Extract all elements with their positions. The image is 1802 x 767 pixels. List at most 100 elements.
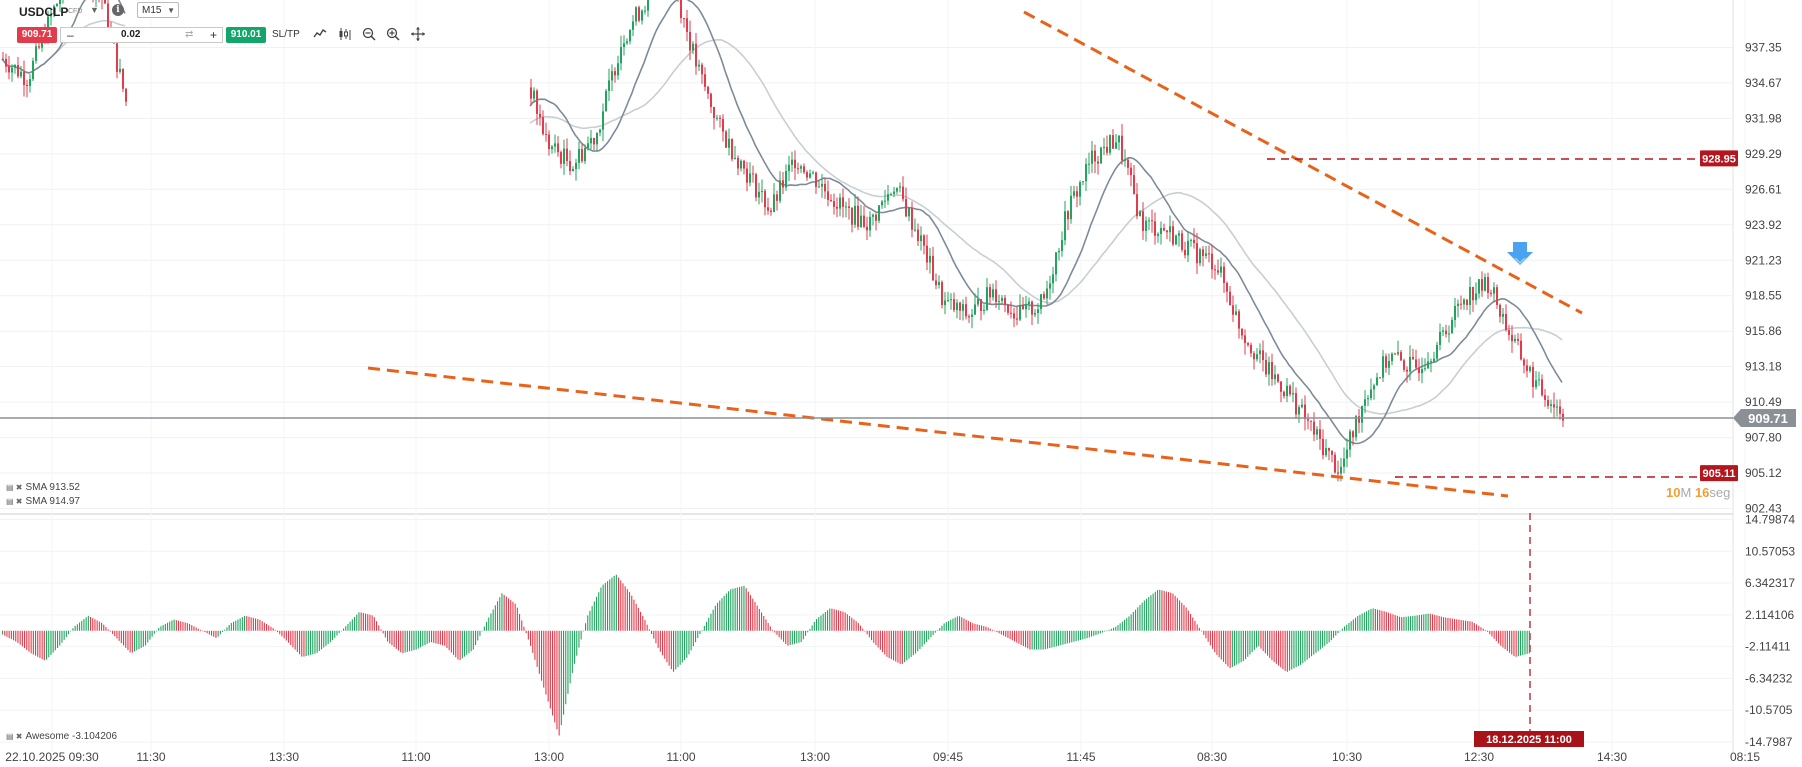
ao-bar <box>255 618 257 631</box>
trendlines <box>367 10 1583 498</box>
ao-bar <box>1421 614 1423 631</box>
candle-body <box>1340 466 1342 474</box>
sltp-button[interactable]: SL/TP <box>272 29 300 40</box>
ao-bar <box>171 620 173 631</box>
ao-bar <box>1412 615 1414 631</box>
timeframe-select[interactable]: M15 ▼ <box>137 2 179 18</box>
ao-bar <box>1225 630 1227 665</box>
candle-body <box>1514 338 1516 342</box>
crosshair-icon[interactable] <box>410 27 426 43</box>
candle-body <box>1238 311 1240 329</box>
candle-body <box>1436 344 1438 359</box>
price-tick-label: 913.18 <box>1745 360 1782 374</box>
candle-body <box>686 18 688 32</box>
ao-bar <box>1022 630 1024 647</box>
ao-bar <box>987 627 989 631</box>
candle-body <box>623 43 625 48</box>
chevron-down-icon[interactable]: ▼ <box>90 5 99 15</box>
ao-bar <box>411 630 413 651</box>
ao-bar <box>1011 630 1013 641</box>
candle-body <box>1502 313 1504 317</box>
candle-body <box>827 191 829 200</box>
candle-body <box>1085 163 1087 182</box>
candle-body <box>1364 399 1366 406</box>
candle-body <box>1013 313 1015 319</box>
awesome-legend-label: Awesome -3.104206 <box>25 731 118 742</box>
sell-signal-arrow-icon[interactable] <box>1507 242 1533 265</box>
sma-line-slow[interactable] <box>1 19 1563 415</box>
ao-bar <box>1454 618 1456 631</box>
time-tick-label: 13:00 <box>800 750 830 764</box>
ao-bar <box>569 630 571 684</box>
ao-bar <box>1473 623 1475 631</box>
candle-body <box>1466 299 1468 305</box>
candle-body <box>578 149 580 163</box>
ao-bar <box>547 630 549 702</box>
ao-bar <box>772 629 774 631</box>
minus-icon[interactable]: – <box>67 28 74 42</box>
quantity-stepper[interactable]: – 0.02 ⇄ + <box>60 27 223 43</box>
ao-bar <box>314 630 316 654</box>
lower-trendline[interactable] <box>367 366 1509 498</box>
ao-bar <box>1341 628 1343 631</box>
symbol-label[interactable]: USDCLP <box>19 5 69 19</box>
candle-body <box>1223 266 1225 283</box>
plus-icon[interactable]: + <box>209 28 217 42</box>
ao-bar <box>897 630 899 663</box>
time-tick-label: 10:30 <box>1332 750 1362 764</box>
zoom-in-icon[interactable] <box>385 27 401 43</box>
awesome-legend[interactable]: ▤ ✖ Awesome -3.104206 <box>6 731 117 742</box>
sma-legend-2[interactable]: ▤ ✖ SMA 914.97 <box>6 496 80 507</box>
settings-icon[interactable]: ▤ ✖ <box>6 497 23 506</box>
ao-bar <box>1410 616 1412 631</box>
sell-price-button[interactable]: 909.71 <box>17 27 57 43</box>
ao-bar <box>387 630 389 642</box>
settings-icon[interactable]: ▤ ✖ <box>6 483 23 492</box>
candle-body <box>725 131 727 148</box>
candle-body <box>992 289 994 298</box>
ao-bar <box>224 629 226 631</box>
candle-body <box>935 280 937 286</box>
ao-bar <box>404 630 406 653</box>
candle-body <box>548 134 550 150</box>
ao-bar <box>1069 630 1071 643</box>
candles-icon[interactable] <box>337 27 353 43</box>
buy-price-button[interactable]: 910.01 <box>226 27 266 43</box>
sma-legend-1[interactable]: ▤ ✖ SMA 913.52 <box>6 482 80 493</box>
ao-bar <box>1284 630 1286 671</box>
candle-body <box>1523 359 1525 366</box>
candle-body <box>917 229 919 242</box>
candle-body <box>866 226 868 231</box>
settings-icon[interactable]: ▤ ✖ <box>6 732 23 741</box>
ao-bar <box>582 630 584 632</box>
ao-bar <box>1128 616 1130 631</box>
sma-line-fast[interactable] <box>1 0 1563 445</box>
ao-bar <box>1150 595 1152 631</box>
candle-body <box>1124 159 1126 161</box>
zoom-out-icon[interactable] <box>361 27 377 43</box>
candle-body <box>947 300 949 302</box>
swap-icon[interactable]: ⇄ <box>185 29 194 40</box>
ao-bar <box>1308 630 1310 659</box>
quantity-input[interactable]: 0.02 <box>121 29 141 40</box>
ao-bar <box>1132 611 1134 631</box>
candle-body <box>962 304 964 311</box>
ao-bar <box>906 630 908 661</box>
ao-bar <box>464 630 466 657</box>
ao-bar <box>1269 630 1271 658</box>
info-icon[interactable]: i <box>112 4 124 16</box>
ao-bar <box>1152 593 1154 631</box>
ao-bar <box>983 626 985 631</box>
ao-bar <box>558 630 560 736</box>
line-chart-icon[interactable] <box>312 27 328 43</box>
ao-bar <box>1414 615 1416 631</box>
ao-bar <box>954 617 956 631</box>
candle-body <box>1265 360 1267 375</box>
upper-trendline[interactable] <box>1023 10 1583 315</box>
ao-bar <box>305 630 307 657</box>
candle-body <box>1031 301 1033 315</box>
ao-bar <box>413 630 415 651</box>
ao-bar <box>193 626 195 631</box>
ao-bar <box>244 616 246 631</box>
